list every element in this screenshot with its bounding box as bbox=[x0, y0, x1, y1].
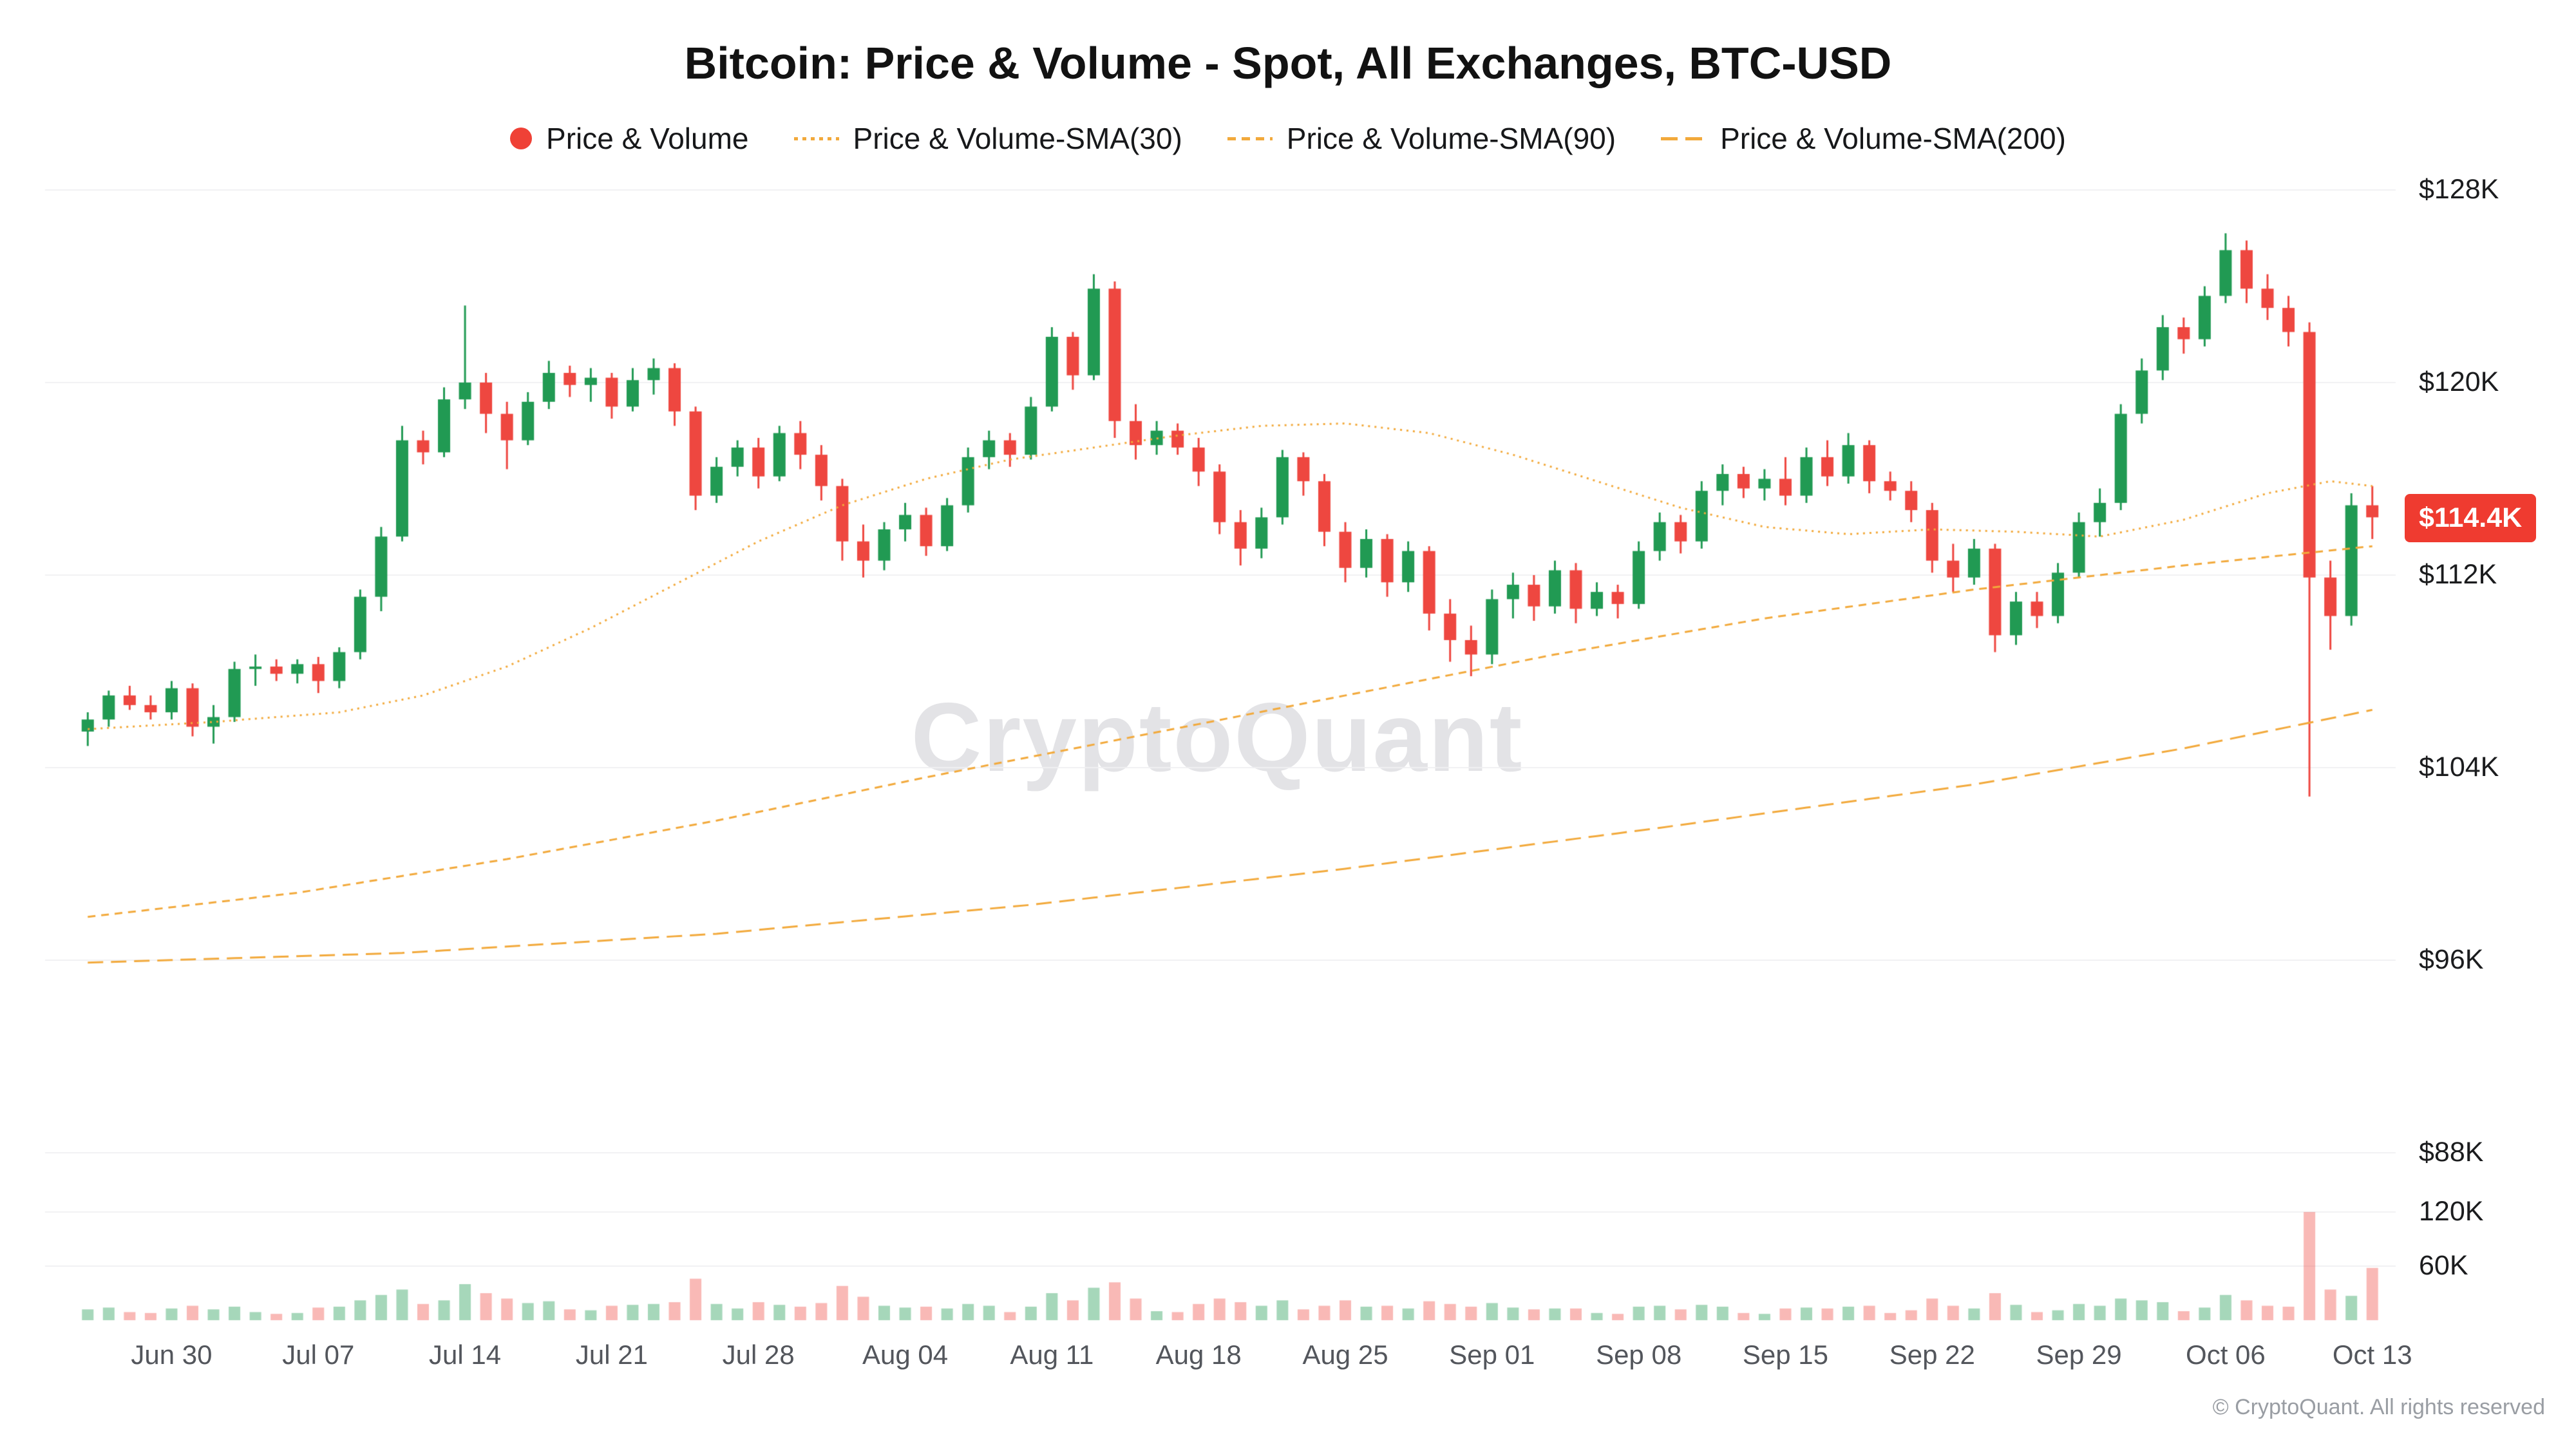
date-axis-label: Aug 04 bbox=[862, 1340, 949, 1370]
price-axis-label: $120K bbox=[2419, 366, 2499, 397]
price-axis-label: $112K bbox=[2419, 559, 2497, 590]
legend-item-price-volume[interactable]: Price & Volume bbox=[510, 121, 749, 156]
date-axis-label: Oct 13 bbox=[2332, 1340, 2412, 1370]
date-axis-label: Sep 29 bbox=[2036, 1340, 2122, 1370]
price-axis-label: $96K bbox=[2419, 944, 2484, 975]
chart-title: Bitcoin: Price & Volume - Spot, All Exch… bbox=[684, 38, 1892, 88]
legend-item-sma90[interactable]: Price & Volume-SMA(90) bbox=[1227, 121, 1616, 156]
legend-item-sma200[interactable]: Price & Volume-SMA(200) bbox=[1661, 121, 2066, 156]
date-axis-label: Jul 07 bbox=[282, 1340, 355, 1370]
sma30-dash-icon bbox=[793, 137, 839, 140]
price-axis-label: $88K bbox=[2419, 1137, 2484, 1168]
date-axis-label: Jun 30 bbox=[131, 1340, 213, 1370]
date-axis-label: Sep 15 bbox=[1742, 1340, 1829, 1370]
legend-item-sma30[interactable]: Price & Volume-SMA(30) bbox=[793, 121, 1182, 156]
date-axis-label: Jul 21 bbox=[575, 1340, 648, 1370]
volume-axis-label: 120K bbox=[2419, 1196, 2484, 1227]
chart-legend: Price & Volume Price & Volume-SMA(30) Pr… bbox=[0, 121, 2576, 156]
legend-label: Price & Volume-SMA(90) bbox=[1286, 122, 1616, 155]
date-axis-label: Sep 08 bbox=[1596, 1340, 1682, 1370]
date-axis-label: Aug 18 bbox=[1155, 1340, 1242, 1370]
date-axis-label: Aug 25 bbox=[1302, 1340, 1388, 1370]
legend-label: Price & Volume bbox=[546, 122, 749, 155]
volume-axis-label: 60K bbox=[2419, 1250, 2468, 1281]
legend-label: Price & Volume-SMA(30) bbox=[853, 122, 1182, 155]
sma90-dash-icon bbox=[1227, 137, 1273, 140]
price-volume-dot-icon bbox=[510, 128, 533, 149]
legend-label: Price & Volume-SMA(200) bbox=[1720, 122, 2066, 155]
date-axis-label: Oct 06 bbox=[2186, 1340, 2266, 1370]
date-axis-label: Sep 22 bbox=[1889, 1340, 1975, 1370]
price-axis-label: $128K bbox=[2419, 174, 2499, 205]
sma200-dash-icon bbox=[1661, 137, 1707, 140]
date-axis-label: Jul 28 bbox=[722, 1340, 795, 1370]
price-axis-label: $104K bbox=[2419, 752, 2499, 782]
last-price-badge: $114.4K bbox=[2405, 494, 2537, 543]
date-axis-label: Sep 01 bbox=[1449, 1340, 1535, 1370]
copyright-footer: © CryptoQuant. All rights reserved bbox=[2212, 1395, 2545, 1419]
date-axis-label: Aug 11 bbox=[1010, 1340, 1094, 1370]
date-axis-label: Jul 14 bbox=[429, 1340, 502, 1370]
